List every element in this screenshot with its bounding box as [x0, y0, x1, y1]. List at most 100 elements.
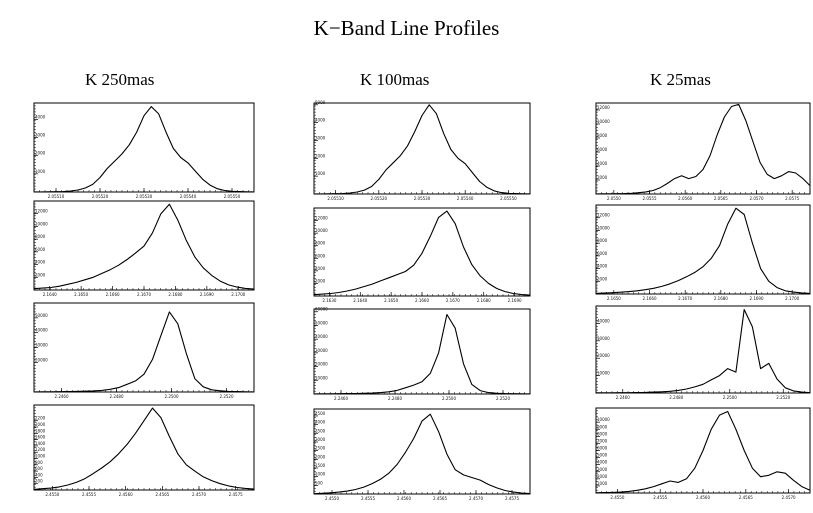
y-tick-label: 1000	[597, 481, 608, 486]
y-tick-label: 1800	[35, 428, 46, 433]
x-tick-label: 2.2500	[165, 394, 179, 399]
x-tick-label: 2.05520	[371, 196, 388, 201]
y-tick-label: 6000	[597, 251, 608, 256]
y-tick-label: 40000	[315, 334, 328, 339]
y-tick-label: 5000	[315, 100, 326, 105]
y-tick-label: 2000	[597, 276, 608, 281]
x-tick-label: 2.4570	[469, 496, 483, 501]
y-tick-label: 12000	[597, 105, 610, 110]
x-tick-label: 2.05550	[224, 194, 241, 199]
y-tick-label: 10000	[597, 417, 610, 422]
x-tick-label: 2.4565	[155, 492, 169, 497]
x-tick-label: 2.2520	[776, 395, 790, 400]
x-tick-label: 2.1650	[74, 292, 88, 297]
x-tick-label: 2.1640	[353, 298, 367, 303]
x-tick-label: 2.2500	[442, 396, 456, 401]
x-tick-label: 2.1680	[714, 296, 728, 301]
profile-line	[33, 311, 255, 393]
y-tick-label: 30000	[35, 343, 48, 348]
y-tick-label: 20000	[35, 357, 48, 362]
column-title-k250: K 250mas	[85, 70, 155, 89]
y-tick-label: 10000	[597, 119, 610, 124]
profile-line	[595, 207, 811, 294]
y-tick-label: 3500	[315, 428, 326, 433]
profile-panel: 2000 4000 6000 8000 10000 12000 2.1630 2.1640 2.…	[313, 207, 531, 303]
chart-title: K−Band Line Profiles	[313, 16, 500, 40]
x-tick-label: 2.05550	[500, 196, 517, 201]
profile-panel: 10000 20000 30000 40000 2.2460 2.2480 2.2500 2.…	[595, 305, 811, 400]
x-tick-label: 2.1650	[607, 296, 621, 301]
x-tick-label: 2.4550	[610, 495, 624, 500]
y-tick-label: 40000	[597, 318, 610, 323]
x-tick-label: 2.05530	[136, 194, 153, 199]
y-tick-label: 20000	[597, 353, 610, 358]
profile-panel: 20000 30000 40000 50000 2.2460 2.2480 2.2500 2.…	[33, 302, 255, 399]
profile-panel: 2000 4000 6000 8000 10000 12000 2.0550 2.0555 2.…	[595, 102, 811, 201]
x-tick-label: 2.05510	[48, 194, 65, 199]
x-tick-label: 2.4575	[505, 496, 519, 501]
y-tick-label: 4000	[315, 266, 326, 271]
x-tick-label: 2.4560	[397, 496, 411, 501]
y-tick-label: 4000	[597, 460, 608, 465]
y-tick-label: 12000	[597, 213, 610, 218]
y-tick-label: 3000	[597, 467, 608, 472]
y-tick-label: 400	[35, 472, 43, 477]
y-tick-label: 1000	[315, 171, 326, 176]
y-tick-label: 2000	[35, 422, 46, 427]
y-tick-label: 4500	[315, 411, 326, 416]
profile-panel: 500 1000 1500 2000 2500 3000 3500 4000 4500 2.455…	[313, 408, 531, 501]
profile-line	[34, 106, 255, 193]
x-tick-label: 2.2480	[110, 394, 124, 399]
profile-panel: 2000 4000 6000 8000 10000 12000 2.1640 2.1650 2.…	[33, 200, 255, 297]
y-tick-label: 1000	[35, 169, 46, 174]
x-tick-label: 2.1670	[678, 296, 692, 301]
x-tick-label: 2.0555	[643, 196, 657, 201]
y-tick-label: 10000	[35, 221, 48, 226]
x-tick-label: 2.1680	[477, 298, 491, 303]
y-tick-label: 50000	[315, 320, 328, 325]
x-tick-label: 2.2460	[334, 396, 348, 401]
y-tick-label: 1400	[35, 441, 46, 446]
y-tick-label: 6000	[597, 446, 608, 451]
x-tick-label: 2.4560	[119, 492, 133, 497]
x-tick-label: 2.1660	[643, 296, 657, 301]
x-tick-label: 2.1690	[200, 292, 214, 297]
x-tick-label: 2.4555	[82, 492, 96, 497]
y-tick-label: 2000	[35, 151, 46, 156]
axes-frame	[595, 204, 811, 295]
y-tick-label: 200	[35, 479, 43, 484]
x-tick-label: 2.1700	[785, 296, 799, 301]
y-tick-label: 6000	[315, 253, 326, 258]
profile-line	[595, 103, 811, 195]
x-tick-label: 2.4555	[361, 496, 375, 501]
y-tick-label: 8000	[315, 241, 326, 246]
y-tick-label: 20000	[315, 362, 328, 367]
y-tick-label: 12000	[35, 209, 48, 214]
y-tick-label: 10000	[315, 375, 328, 380]
x-tick-label: 2.05540	[457, 196, 474, 201]
axes-frame	[33, 404, 255, 491]
y-tick-label: 9000	[597, 424, 608, 429]
y-tick-label: 50000	[35, 313, 48, 318]
x-tick-label: 2.0560	[678, 196, 692, 201]
x-tick-label: 2.05540	[180, 194, 197, 199]
y-tick-label: 6000	[35, 247, 46, 252]
profile-line	[313, 210, 531, 296]
y-tick-label: 4000	[315, 420, 326, 425]
profile-line	[33, 407, 255, 490]
x-tick-label: 2.4560	[696, 495, 710, 500]
column-title-k25: K 25mas	[650, 70, 711, 89]
x-tick-label: 2.2520	[496, 396, 510, 401]
x-tick-label: 2.0575	[785, 196, 799, 201]
y-tick-label: 2000	[315, 153, 326, 158]
x-tick-label: 2.0570	[750, 196, 764, 201]
y-tick-label: 30000	[597, 336, 610, 341]
x-tick-label: 2.4570	[782, 495, 796, 500]
y-tick-label: 40000	[35, 328, 48, 333]
x-tick-label: 2.2460	[616, 395, 630, 400]
x-tick-label: 2.1670	[137, 292, 151, 297]
y-tick-label: 60000	[315, 307, 328, 312]
y-tick-label: 5000	[597, 453, 608, 458]
profile-line	[596, 308, 811, 394]
